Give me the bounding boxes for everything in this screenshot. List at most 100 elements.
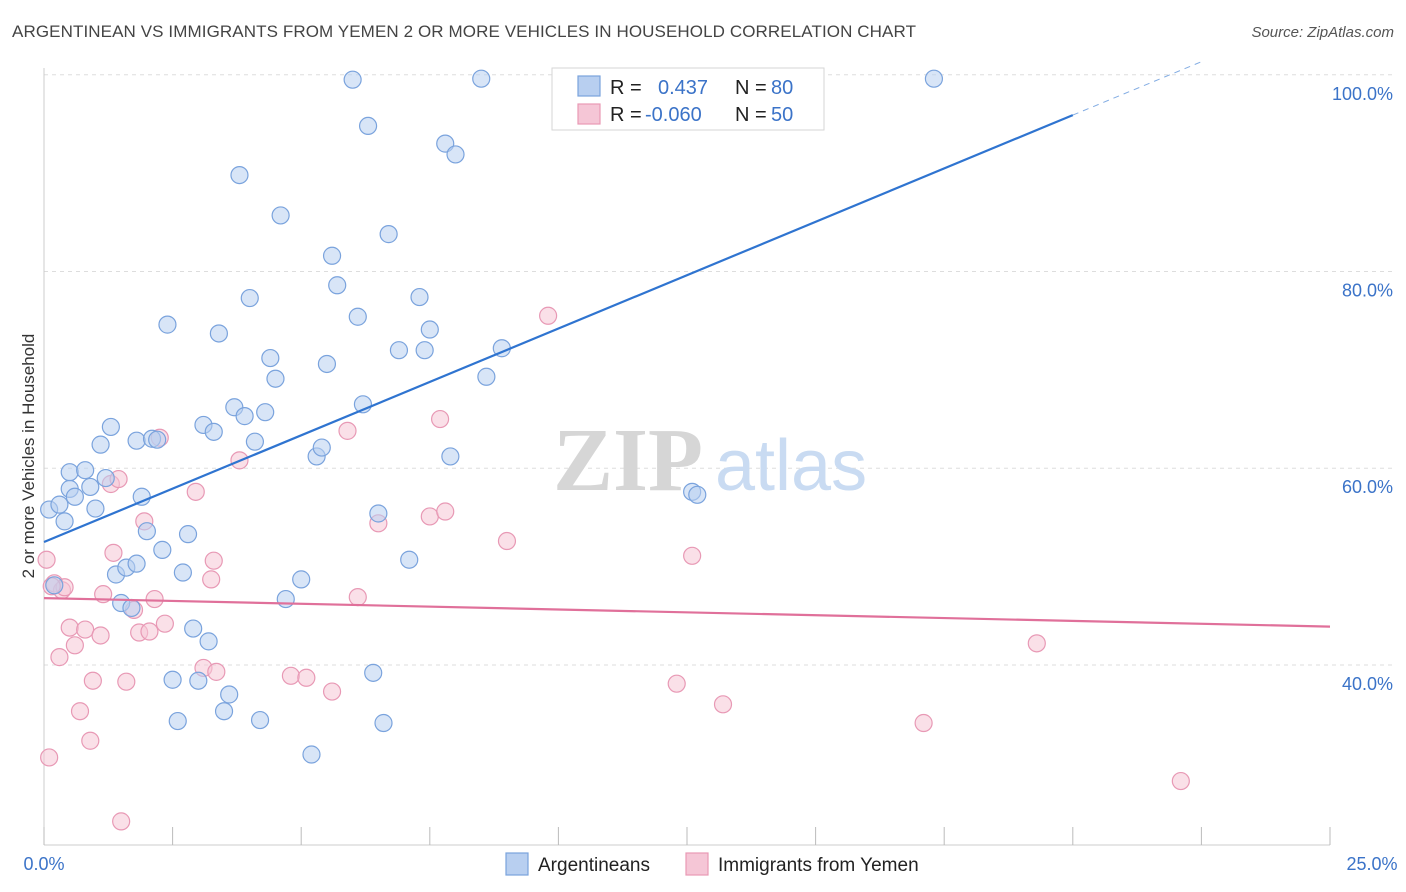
argentinean-point-43	[256, 403, 275, 422]
argentinean-point-65	[410, 287, 429, 307]
argentinean-point-59	[364, 663, 383, 682]
y-tick-label-80: 80.0%	[1342, 280, 1393, 300]
argentinean-point-18	[127, 431, 146, 450]
argentinean-point-24	[158, 315, 177, 334]
argentinean-point-39	[235, 407, 254, 426]
argentinean-point-45	[266, 369, 285, 388]
argentinean-point-38	[230, 165, 249, 185]
legend-n-label-2: N =	[735, 104, 767, 126]
argentinean-point-16	[122, 598, 141, 618]
argentinean-point-47	[276, 589, 295, 609]
argentinean-point-72	[477, 367, 496, 386]
x-tick-label-min: 0.0%	[23, 854, 64, 874]
yemen-point-28	[202, 570, 221, 589]
source-label: Source: ZipAtlas.com	[1251, 24, 1394, 41]
legend-r-label-2: R =	[610, 104, 642, 126]
y-tick-labels: 40.0% 60.0% 80.0% 100.0%	[1332, 84, 1393, 694]
argentinean-point-35	[214, 702, 234, 721]
yemen-point-33	[297, 668, 316, 687]
legend-r-label-1: R =	[610, 77, 642, 99]
yemen-point-17	[112, 812, 131, 831]
yemen-point-26	[186, 482, 205, 501]
yemen-point-46	[914, 713, 933, 733]
trend-lines	[43, 61, 1331, 628]
yemen-point-41	[497, 531, 517, 551]
series-argentineans	[40, 69, 944, 764]
series-legend-label-yemen: Immigrants from Yemen	[718, 855, 919, 876]
argentinean-point-8	[81, 477, 100, 497]
y-axis-label: 2 or more Vehicles in Household	[19, 334, 38, 579]
yemen-point-38	[420, 507, 439, 526]
legend-n-value-2: 50	[771, 104, 793, 126]
argentinean-point-64	[400, 550, 419, 569]
argentinean-point-36	[220, 685, 239, 704]
stats-legend: R = 0.437 N = 80 R = -0.060 N = 50	[551, 67, 825, 131]
argentinean-point-71	[472, 69, 491, 88]
trend-line-argentineans	[43, 114, 1074, 544]
yemen-point-1	[40, 748, 59, 767]
argentinean-point-2	[50, 495, 69, 514]
x-ticks	[43, 827, 1331, 845]
yemen-point-42	[539, 306, 558, 325]
argentinean-point-41	[245, 432, 265, 451]
yemen-point-29	[204, 551, 223, 570]
legend-r-value-1: 0.437	[658, 77, 708, 99]
argentinean-point-51	[312, 438, 331, 457]
yemen-point-3	[50, 648, 69, 667]
argentinean-point-28	[178, 525, 198, 544]
argentinean-point-69	[441, 447, 460, 466]
y-tick-label-40: 40.0%	[1342, 674, 1393, 694]
yemen-point-0	[37, 550, 56, 569]
argentinean-point-63	[389, 341, 409, 360]
argentinean-point-27	[173, 563, 192, 582]
argentinean-point-60	[369, 504, 388, 523]
yemen-point-45	[713, 695, 733, 714]
argentinean-point-17	[127, 554, 146, 573]
argentinean-point-42	[250, 710, 270, 730]
yemen-point-10	[81, 731, 100, 750]
yemen-point-43	[667, 674, 686, 693]
argentinean-point-70	[446, 145, 465, 164]
yemen-point-6	[60, 618, 79, 637]
argentinean-point-52	[317, 354, 337, 374]
legend-n-label-1: N =	[735, 77, 767, 99]
argentinean-point-20	[137, 522, 156, 541]
argentinean-point-56	[348, 307, 367, 326]
argentinean-point-40	[240, 288, 259, 308]
watermark-atlas: atlas	[715, 426, 867, 506]
argentinean-point-11	[96, 468, 115, 488]
yemen-point-39	[430, 409, 450, 429]
series-legend: Argentineans Immigrants from Yemen	[505, 852, 919, 876]
argentinean-point-7	[76, 461, 95, 480]
trend-line-argentineans-extension	[1072, 61, 1202, 116]
argentinean-point-1	[45, 576, 64, 595]
argentinean-point-53	[322, 246, 342, 265]
argentinean-point-58	[358, 116, 378, 136]
argentinean-point-34	[209, 324, 228, 343]
argentinean-point-10	[91, 435, 110, 454]
argentinean-point-33	[204, 422, 223, 441]
yemen-point-35	[338, 421, 357, 440]
argentinean-point-26	[168, 711, 187, 731]
yemen-point-34	[322, 682, 342, 701]
argentinean-point-32	[199, 632, 218, 651]
argentinean-point-6	[65, 487, 84, 506]
argentinean-point-55	[343, 70, 362, 89]
argentinean-point-66	[415, 341, 434, 360]
argentinean-point-48	[292, 570, 311, 589]
legend-swatch-blue	[577, 75, 601, 97]
argentinean-point-67	[420, 320, 439, 339]
yemen-point-15	[104, 543, 123, 562]
argentinean-point-54	[328, 276, 347, 295]
argentinean-point-30	[189, 671, 208, 690]
yemen-point-7	[65, 636, 84, 655]
y-tick-label-100: 100.0%	[1332, 84, 1393, 104]
series-legend-swatch-argentineans	[505, 852, 529, 876]
legend-r-value-2: -0.060	[645, 104, 702, 126]
yemen-point-25	[155, 614, 174, 633]
yemen-point-30	[207, 662, 226, 681]
yemen-point-9	[76, 620, 95, 639]
yemen-point-47	[1027, 634, 1046, 653]
series-legend-label-argentineans: Argentineans	[538, 855, 650, 876]
